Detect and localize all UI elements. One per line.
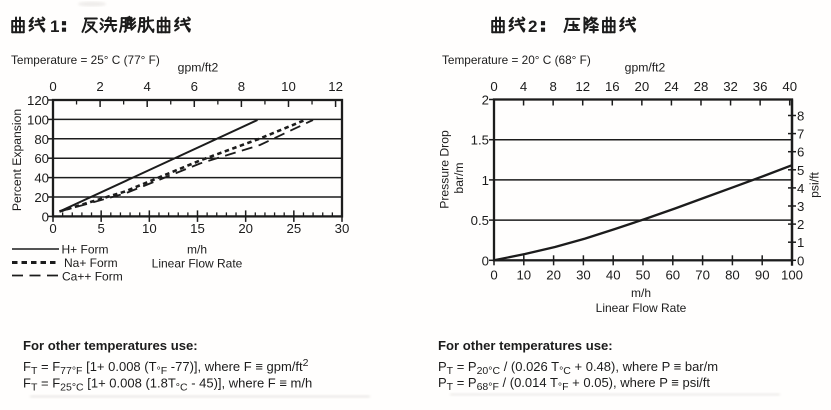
svg-text:36: 36: [753, 79, 768, 94]
svg-text:For other temperatures use:: For other temperatures use:: [438, 338, 613, 353]
svg-text:20: 20: [635, 79, 650, 94]
svg-text:3: 3: [797, 199, 804, 214]
svg-text:2: 2: [797, 217, 804, 232]
svg-text:gpm/ft2: gpm/ft2: [625, 61, 666, 75]
svg-text:gpm/ft2: gpm/ft2: [178, 61, 219, 75]
svg-text:10: 10: [281, 79, 296, 94]
svg-text:2: 2: [482, 93, 489, 108]
svg-text:For other temperatures use:: For other temperatures use:: [23, 338, 198, 353]
svg-text:Linear Flow Rate: Linear Flow Rate: [152, 257, 243, 271]
svg-text:60: 60: [34, 151, 49, 166]
svg-text:10: 10: [516, 268, 531, 283]
svg-text:40: 40: [34, 171, 49, 186]
svg-text:2: 2: [528, 17, 537, 36]
svg-text:0: 0: [490, 79, 497, 94]
svg-text:1.5: 1.5: [471, 133, 489, 148]
svg-text:0: 0: [42, 209, 49, 224]
svg-text:psi/ft: psi/ft: [808, 172, 822, 198]
svg-text:30: 30: [335, 221, 350, 236]
svg-text:20: 20: [238, 221, 253, 236]
svg-text:6: 6: [797, 145, 804, 160]
svg-text:8: 8: [549, 79, 556, 94]
svg-text:12: 12: [575, 79, 590, 94]
svg-text:40: 40: [606, 268, 621, 283]
svg-text:90: 90: [755, 268, 770, 283]
svg-text:Pressure Drop: Pressure Drop: [438, 130, 452, 209]
svg-text:20: 20: [34, 190, 49, 205]
svg-text:bar/m: bar/m: [452, 162, 466, 193]
svg-text:60: 60: [665, 268, 680, 283]
svg-text:15: 15: [190, 221, 205, 236]
svg-text:25: 25: [286, 221, 301, 236]
svg-text:24: 24: [664, 79, 679, 94]
svg-text:28: 28: [694, 79, 709, 94]
svg-text:5: 5: [797, 163, 804, 178]
svg-text:Na+ Form: Na+ Form: [64, 256, 118, 270]
svg-text:Ca++ Form: Ca++ Form: [62, 270, 123, 284]
svg-text:12: 12: [328, 79, 343, 94]
svg-text:4: 4: [144, 79, 151, 94]
svg-text:16: 16: [605, 79, 620, 94]
svg-text:2: 2: [96, 79, 103, 94]
svg-text:80: 80: [34, 132, 49, 147]
svg-text:0: 0: [490, 268, 497, 283]
svg-text:m/h: m/h: [187, 243, 207, 257]
svg-text:Temperature = 20° C (68° F): Temperature = 20° C (68° F): [442, 53, 591, 67]
svg-text:100: 100: [27, 112, 49, 127]
svg-text:6: 6: [191, 79, 198, 94]
svg-text:5: 5: [97, 221, 104, 236]
svg-text:8: 8: [797, 109, 804, 124]
svg-text:120: 120: [27, 93, 49, 108]
svg-text:1: 1: [50, 17, 59, 36]
svg-text:4: 4: [797, 181, 804, 196]
svg-text:50: 50: [636, 268, 651, 283]
svg-text:40: 40: [782, 79, 797, 94]
svg-text:20: 20: [546, 268, 561, 283]
svg-text:0: 0: [49, 221, 56, 236]
svg-text:Linear Flow Rate: Linear Flow Rate: [596, 301, 687, 315]
svg-text:H+ Form: H+ Form: [62, 243, 109, 257]
svg-text:0: 0: [797, 253, 804, 268]
svg-text:FT = F77°F [1+ 0.008 (T°F -77): FT = F77°F [1+ 0.008 (T°F -77)], where F…: [23, 357, 309, 377]
svg-text:m/h: m/h: [631, 286, 651, 300]
svg-text:PT = P68°F / (0.014 T°F + 0.05: PT = P68°F / (0.014 T°F + 0.05), where P…: [438, 375, 710, 393]
svg-text:1: 1: [482, 173, 489, 188]
svg-text:4: 4: [520, 79, 527, 94]
svg-text:Percent Expansion: Percent Expansion: [10, 109, 24, 211]
svg-text:FT = F25°C [1+ 0.008 (1.8T°C -: FT = F25°C [1+ 0.008 (1.8T°C - 45)], whe…: [23, 376, 312, 394]
svg-text:100: 100: [781, 268, 803, 283]
svg-text:32: 32: [723, 79, 738, 94]
svg-text:1: 1: [797, 235, 804, 250]
svg-text:10: 10: [142, 221, 157, 236]
svg-text:PT = P20°C / (0.026 T°C + 0.48: PT = P20°C / (0.026 T°C + 0.48), where P…: [438, 359, 718, 377]
svg-text:Temperature = 25° C (77° F): Temperature = 25° C (77° F): [11, 53, 160, 67]
svg-text:70: 70: [695, 268, 710, 283]
svg-text:7: 7: [797, 127, 804, 142]
svg-text:0: 0: [49, 79, 56, 94]
svg-text:30: 30: [576, 268, 591, 283]
svg-text:80: 80: [725, 268, 740, 283]
svg-text:0.5: 0.5: [471, 213, 489, 228]
svg-text:0: 0: [482, 253, 489, 268]
svg-text:8: 8: [238, 79, 245, 94]
